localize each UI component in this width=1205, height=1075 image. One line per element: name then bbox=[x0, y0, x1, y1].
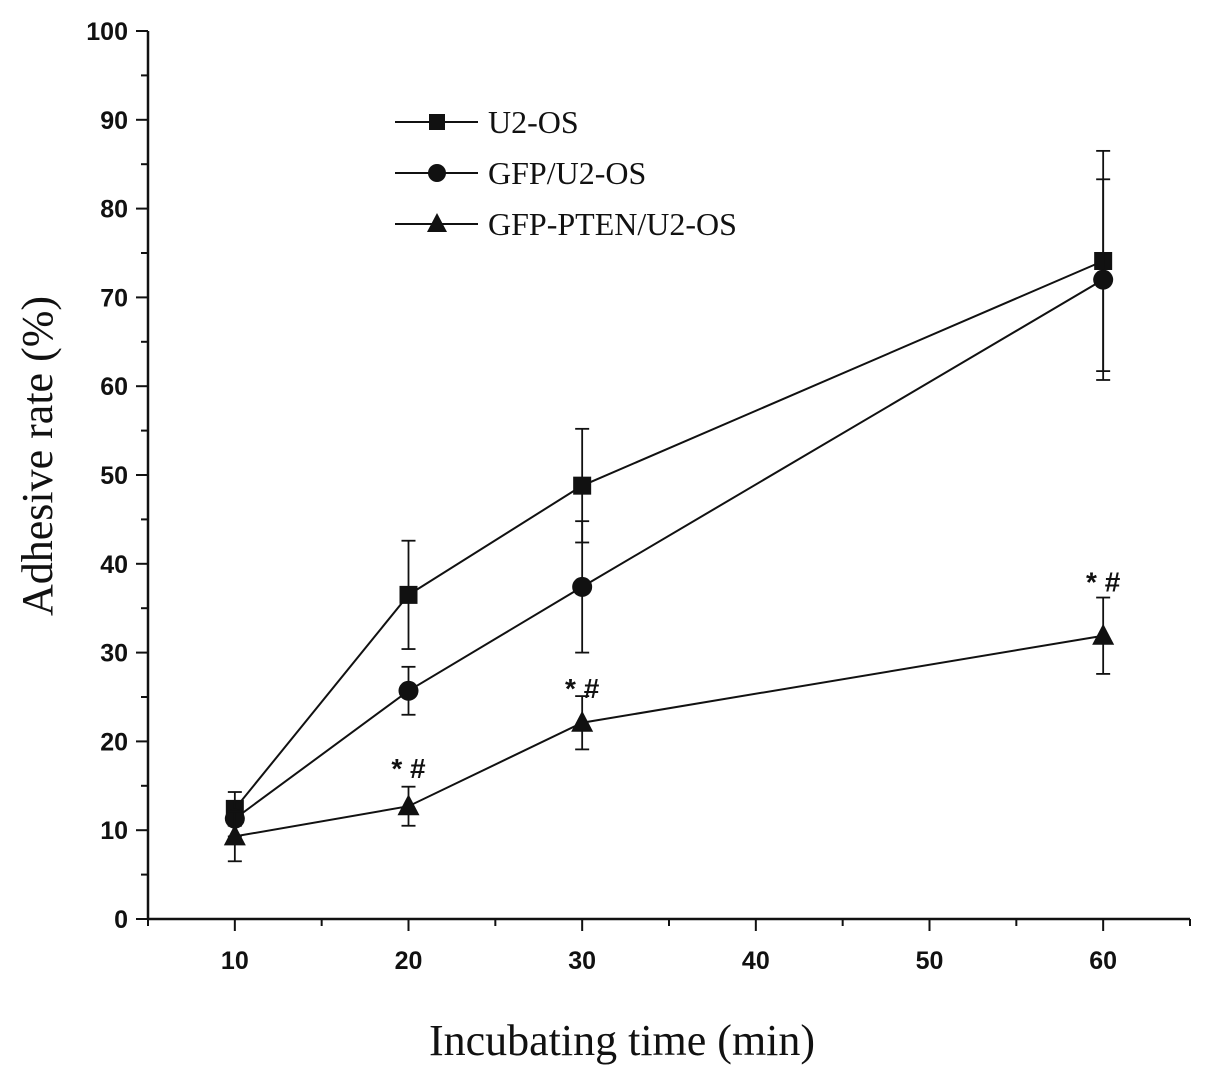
circle-marker bbox=[1093, 269, 1114, 290]
x-tick-label: 50 bbox=[916, 947, 944, 975]
x-axis-label: Incubating time (min) bbox=[429, 1016, 815, 1065]
y-tick-label: 70 bbox=[100, 284, 128, 312]
y-tick-label: 90 bbox=[100, 107, 128, 135]
legend-entry: U2-OS bbox=[395, 104, 579, 140]
y-axis-label: Adhesive rate (%) bbox=[13, 296, 62, 616]
y-tick-label: 80 bbox=[100, 196, 128, 224]
square-marker bbox=[429, 114, 445, 130]
y-tick-label: 0 bbox=[114, 906, 128, 934]
x-tick-label: 10 bbox=[221, 947, 249, 975]
legend-entry: GFP/U2-OS bbox=[395, 155, 646, 191]
legend-entry: GFP-PTEN/U2-OS bbox=[395, 206, 737, 242]
y-tick-label: 100 bbox=[86, 18, 128, 46]
x-tick-label: 40 bbox=[742, 947, 770, 975]
legend-label: GFP/U2-OS bbox=[488, 155, 646, 191]
significance-annotation: * # bbox=[1086, 567, 1121, 598]
x-tick-label: 20 bbox=[395, 947, 423, 975]
axes: 10 20 30 40 50 60 0 10 20 30 40 50 60 70 80 90 100 bbox=[86, 18, 1191, 975]
series-u2-os bbox=[225, 149, 1113, 827]
circle-marker bbox=[398, 680, 419, 701]
y-tick-label: 10 bbox=[100, 817, 128, 845]
x-tick-label: 60 bbox=[1089, 947, 1117, 975]
y-tick-label: 30 bbox=[100, 640, 128, 668]
legend-label: U2-OS bbox=[488, 104, 579, 140]
legend-label: GFP-PTEN/U2-OS bbox=[488, 206, 737, 242]
circle-marker bbox=[572, 576, 593, 597]
square-marker bbox=[399, 585, 418, 604]
annotations: * # * # * # bbox=[391, 567, 1120, 784]
series-gfp-u2-os bbox=[224, 178, 1114, 838]
y-tick-label: 40 bbox=[100, 551, 128, 579]
series-gfp-pten-u2-os bbox=[223, 596, 1115, 863]
series-line bbox=[234, 634, 1104, 838]
triangle-marker bbox=[571, 710, 594, 732]
x-tick-label: 30 bbox=[568, 947, 596, 975]
significance-annotation: * # bbox=[565, 673, 600, 704]
legend: U2-OS GFP/U2-OS GFP-PTEN/U2-OS bbox=[395, 104, 737, 242]
triangle-marker bbox=[223, 824, 246, 846]
triangle-marker bbox=[397, 794, 420, 816]
circle-marker bbox=[428, 164, 446, 182]
y-tick-label: 50 bbox=[100, 462, 128, 490]
series-group bbox=[223, 149, 1115, 863]
y-tick-label: 20 bbox=[100, 728, 128, 756]
square-marker bbox=[573, 476, 592, 495]
series-line bbox=[234, 260, 1104, 810]
significance-annotation: * # bbox=[391, 753, 426, 784]
series-line bbox=[234, 278, 1104, 820]
triangle-marker bbox=[1092, 623, 1115, 645]
triangle-marker bbox=[427, 213, 447, 232]
y-tick-label: 60 bbox=[100, 373, 128, 401]
